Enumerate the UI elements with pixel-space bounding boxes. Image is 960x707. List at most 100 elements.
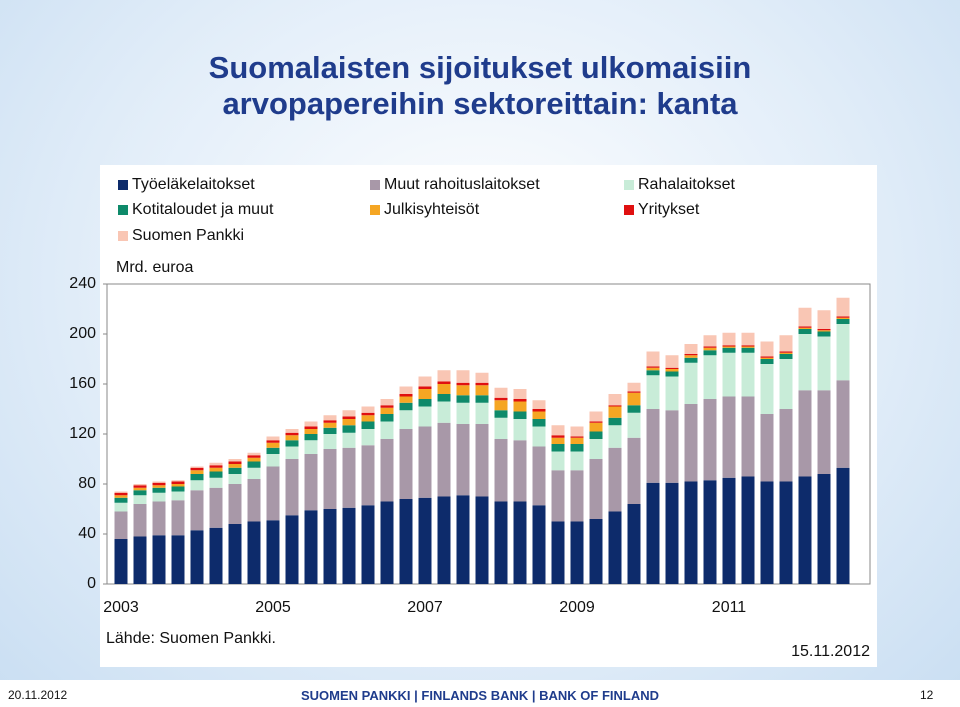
bar-segment [646,375,660,409]
bar-segment [760,341,774,357]
bar-segment [798,390,812,477]
y-tick-label: 240 [69,275,96,292]
bar-segment [608,425,622,448]
bar-segment [361,421,375,429]
bar-segment [779,351,793,353]
bar-segment [266,520,280,584]
date-note: 15.11.2012 [791,643,870,660]
bar-segment [760,359,774,364]
bar-segment [152,501,166,536]
bar-segment [361,415,375,422]
legend-label: Suomen Pankki [132,227,244,244]
bar-segment [266,442,280,448]
bar-segment [285,432,299,436]
bar-segment [266,440,280,443]
bar-segment [475,382,489,386]
bar-segment [551,437,565,444]
bar-segment [114,497,128,503]
bar-segment [152,482,166,486]
bar-segment [437,496,451,584]
y-tick-label: 200 [69,325,96,342]
footer-page: 12 [920,688,934,702]
bar-segment [209,471,223,478]
y-tick-label: 0 [87,575,96,592]
bar-segment [798,326,812,328]
bar-segment [266,436,280,441]
bar-segment [475,402,489,424]
bar-segment [665,482,679,584]
bar-segment [817,390,831,474]
bar-segment [836,324,850,381]
bar-segment [494,417,508,439]
bar-segment [342,419,356,426]
bar-segment [760,481,774,584]
y-tick-label: 40 [78,525,96,542]
bar-segment [247,457,261,462]
legend-swatch [118,231,128,241]
y-tick-label: 80 [78,475,96,492]
bar-segment [361,445,375,506]
bar-segment [665,369,679,372]
bar-segment [646,409,660,483]
legend-label: Kotitaloudet ja muut [132,201,274,218]
bar-segment [171,481,185,484]
bar-segment [570,451,584,471]
bar-segment [133,504,147,537]
legend-label: Rahalaitokset [638,176,736,193]
bar-segment [456,382,470,386]
bar-segment [779,352,793,354]
bar-segment [684,357,698,363]
bar-segment [114,502,128,512]
bar-segment [323,427,337,434]
bar-segment [152,481,166,483]
bar-segment [456,402,470,424]
bar-segment [532,411,546,419]
bar-segment [589,459,603,519]
bar-segment [114,495,128,498]
bar-segment [266,454,280,467]
bar-segment [380,405,394,408]
x-tick-label: 2007 [407,599,443,616]
y-axis-label: Mrd. euroa [116,259,193,276]
bar-segment [722,332,736,346]
bar-segment [190,474,204,481]
bar-segment [703,347,717,351]
bar-segment [760,364,774,414]
bar-segment [627,504,641,584]
bar-segment [114,491,128,493]
bar-segment [684,355,698,358]
bar-segment [570,444,584,452]
bar-segment [418,376,432,387]
bar-segment [722,345,736,347]
bar-segment [627,412,641,438]
bar-segment [399,394,413,397]
bar-segment [228,484,242,524]
bar-segment [380,399,394,406]
bar-segment [722,396,736,478]
bar-segment [836,316,850,318]
bar-segment [646,370,660,376]
legend-label: Yritykset [638,201,700,218]
bar-segment [836,380,850,468]
bar-segment [817,336,831,391]
bar-segment [171,484,185,487]
bar-segment [513,389,527,399]
bar-segment [608,406,622,418]
bar-segment [703,346,717,348]
bar-segment [323,415,337,421]
bar-segment [779,354,793,359]
bar-segment [380,501,394,584]
bar-segment [285,459,299,516]
bar-segment [513,440,527,502]
legend-swatch [370,180,380,190]
bar-segment [779,359,793,409]
bar-segment [798,334,812,391]
bar-segment [570,436,584,438]
bar-segment [741,346,755,348]
bar-segment [551,521,565,584]
legend-label: Työeläkelaitokset [132,176,255,193]
bar-segment [323,422,337,428]
bar-segment [418,399,432,407]
bar-segment [532,446,546,506]
